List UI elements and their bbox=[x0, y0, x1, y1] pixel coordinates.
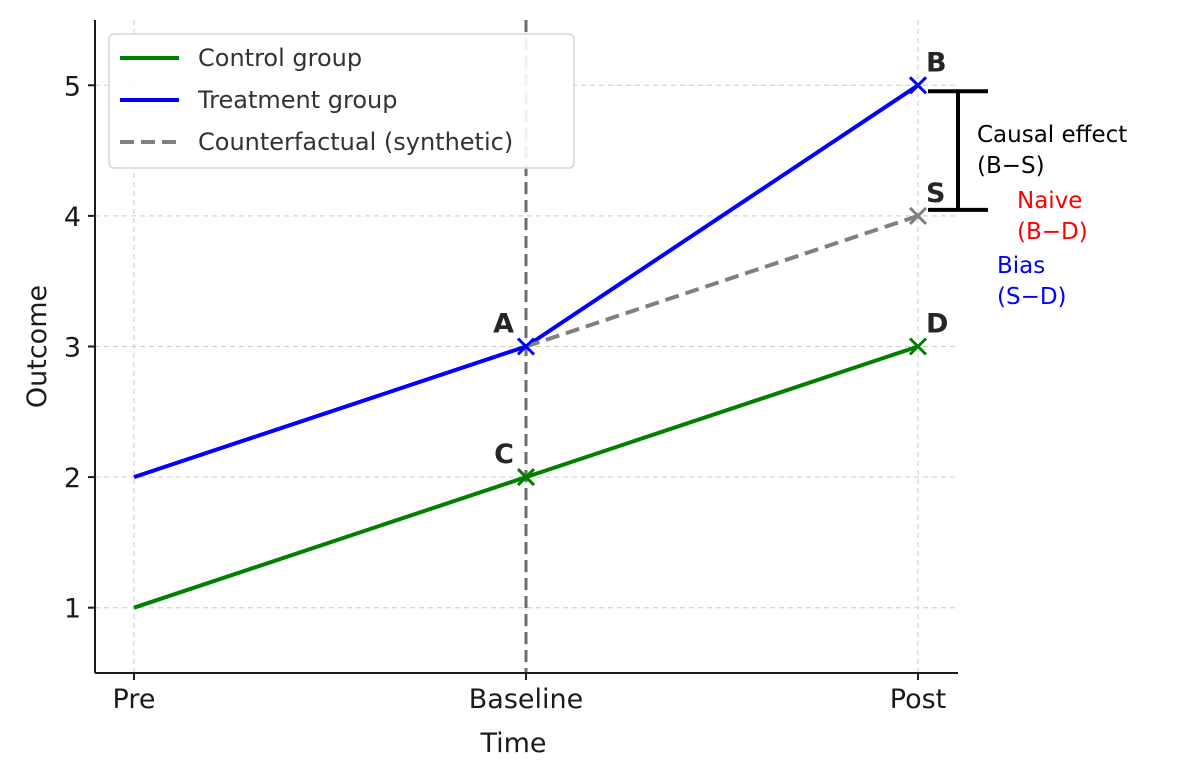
annotation-line-bias-0: Bias bbox=[997, 253, 1045, 279]
y-axis-title: Outcome bbox=[22, 285, 53, 408]
effect-bracket bbox=[928, 89, 988, 212]
legend-box bbox=[108, 33, 575, 169]
x-tick-label-pre: Pre bbox=[113, 684, 156, 715]
x-tick-label-baseline: Baseline bbox=[469, 684, 583, 715]
y-tick-label-3: 3 bbox=[64, 333, 81, 364]
point-label-a: A bbox=[493, 309, 514, 340]
x-tick-label-post: Post bbox=[890, 684, 947, 715]
x-axis-title: Time bbox=[479, 728, 546, 759]
marker-treatment-group-baseline bbox=[516, 337, 536, 356]
annotation-line-naive-0: Naive bbox=[1017, 188, 1082, 214]
marker-control-group-post bbox=[908, 337, 928, 356]
y-tick-label-4: 4 bbox=[64, 202, 81, 233]
annotation-line-naive-1: (B−D) bbox=[1017, 219, 1088, 245]
annotation-line-causal-effect-0: Causal effect bbox=[977, 122, 1127, 148]
annotation-naive: Naive (B−D) bbox=[1017, 188, 1088, 245]
annotations: Causal effect (B−S) Naive (B−D) Bias (S−D) bbox=[977, 122, 1127, 310]
point-label-b: B bbox=[926, 47, 947, 78]
point-label-c: C bbox=[494, 439, 514, 470]
legend-label-counterfactual-synthetic: Counterfactual (synthetic) bbox=[198, 128, 513, 156]
marker-treatment-group-post bbox=[908, 76, 928, 95]
annotation-line-causal-effect-1: (B−S) bbox=[977, 153, 1045, 179]
legend: Control group Treatment group Counterfactu… bbox=[108, 33, 575, 169]
y-tick-label-5: 5 bbox=[64, 71, 81, 102]
legend-label-treatment-group: Treatment group bbox=[197, 86, 397, 114]
annotation-bias: Bias (S−D) bbox=[997, 253, 1067, 310]
axes: 1 2 3 4 5 Pre Baseline Post Time Outcome bbox=[22, 20, 958, 759]
point-labels: A B C D S bbox=[493, 47, 948, 470]
marker-counterfactual-synthetic-post bbox=[908, 206, 928, 225]
series-markers bbox=[516, 76, 928, 487]
marker-control-group-baseline bbox=[516, 468, 536, 487]
y-tick-label-1: 1 bbox=[64, 594, 81, 625]
annotation-causal-effect: Causal effect (B−S) bbox=[977, 122, 1127, 179]
y-tick-label-2: 2 bbox=[64, 463, 81, 494]
legend-label-control-group: Control group bbox=[198, 44, 362, 72]
annotation-line-bias-1: (S−D) bbox=[997, 284, 1067, 310]
point-label-d: D bbox=[926, 309, 948, 340]
series-line-counterfactual-synthetic bbox=[525, 214, 919, 349]
point-label-s: S bbox=[926, 178, 945, 209]
